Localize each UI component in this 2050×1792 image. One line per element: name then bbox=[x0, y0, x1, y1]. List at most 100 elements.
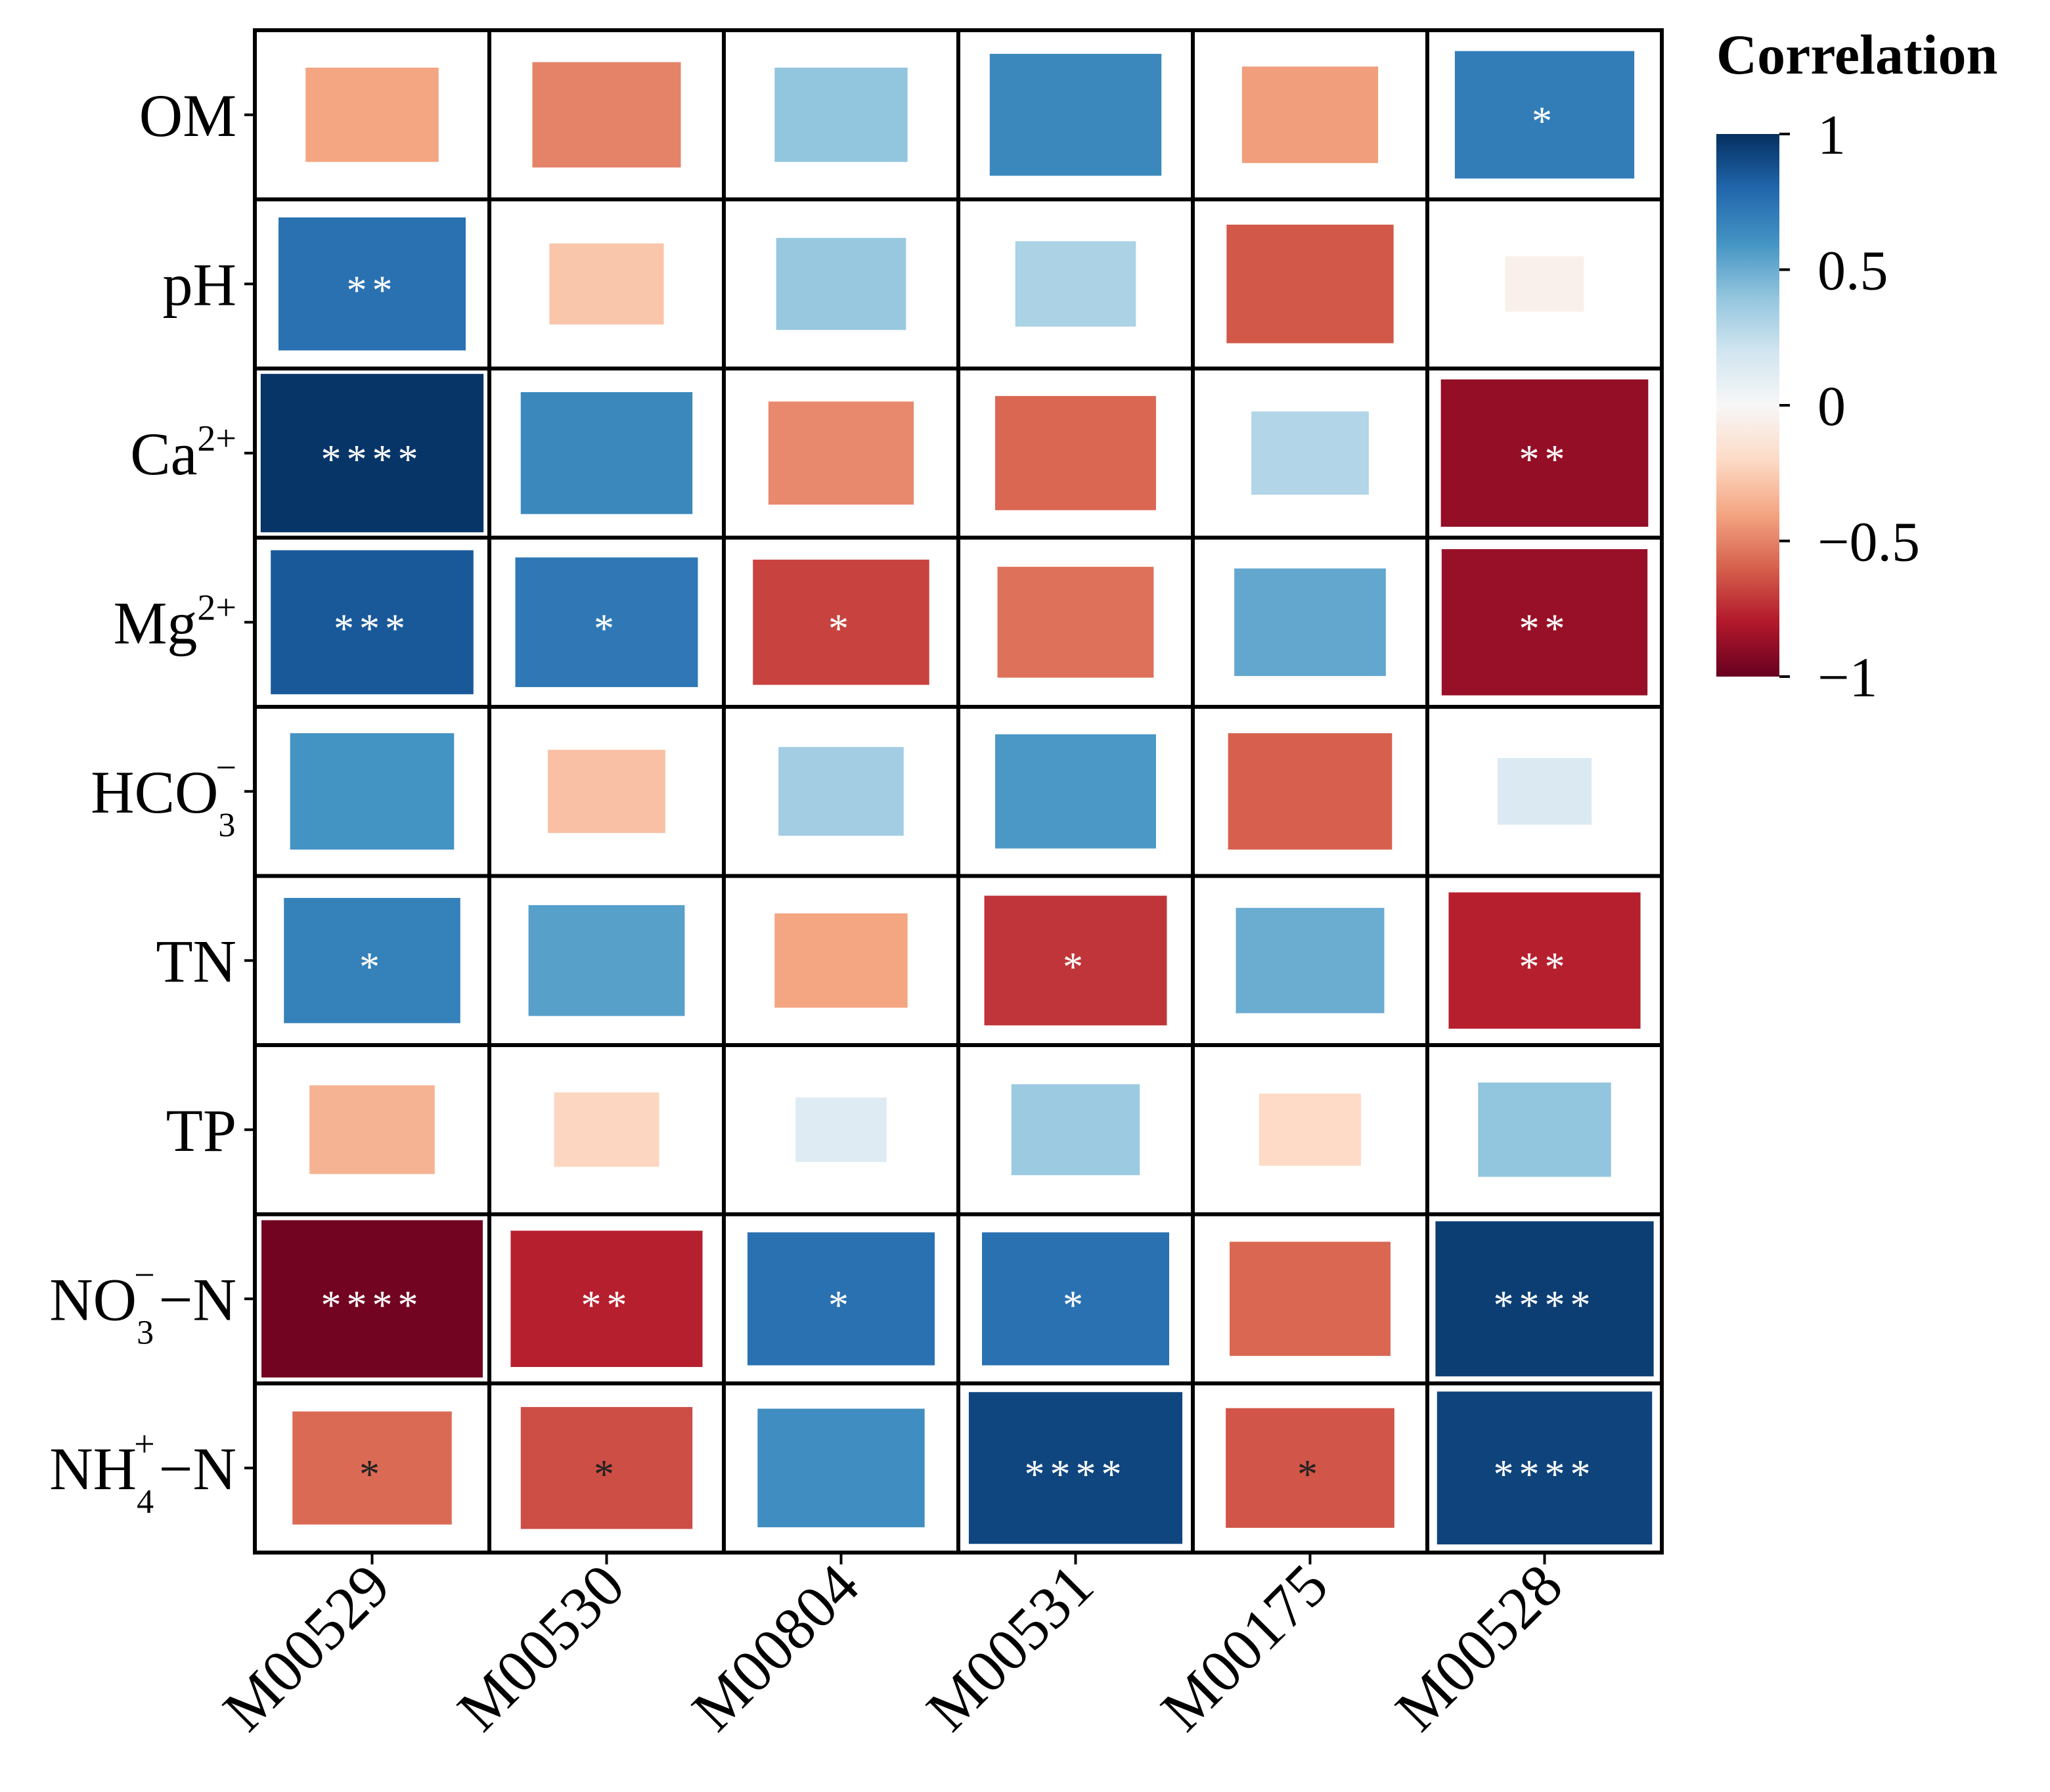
correlation-mark bbox=[1452, 49, 1637, 181]
significance-label: **** bbox=[321, 437, 424, 482]
heatmap-cell bbox=[253, 28, 491, 202]
correlation-mark bbox=[1495, 756, 1594, 827]
significance-label: * bbox=[1297, 1452, 1323, 1497]
heatmap-cell bbox=[1191, 367, 1429, 540]
significance-label: *** bbox=[334, 606, 411, 651]
significance-label: * bbox=[1532, 99, 1557, 144]
correlation-mark bbox=[518, 390, 695, 516]
significance-label: * bbox=[594, 606, 619, 651]
colorbar-legend: Correlation 1 0.5 0 −0.5 −1 bbox=[1716, 23, 1997, 709]
correlation-mark bbox=[995, 564, 1156, 680]
row-label-sup: + bbox=[134, 1424, 155, 1465]
heatmap-cell: ** bbox=[253, 197, 491, 370]
correlation-mark bbox=[772, 911, 910, 1010]
row-label-sub: 4 bbox=[137, 1483, 154, 1521]
heatmap-cell: * bbox=[956, 874, 1195, 1047]
correlation-mark bbox=[258, 372, 486, 535]
correlation-mark bbox=[987, 51, 1164, 178]
colorbar-tick-label: 1 bbox=[1817, 103, 1846, 166]
heatmap-cell: * bbox=[487, 535, 726, 709]
heatmap-cell bbox=[487, 197, 726, 370]
heatmap-cell bbox=[487, 705, 726, 878]
column-label: M00529 bbox=[210, 1552, 403, 1744]
correlation-mark bbox=[288, 731, 457, 852]
heatmap-cell: * bbox=[253, 1381, 491, 1555]
correlation-mark bbox=[1476, 1080, 1613, 1179]
significance-label: * bbox=[594, 1452, 619, 1497]
heatmap-cell bbox=[722, 874, 960, 1047]
heatmap-cell bbox=[1191, 874, 1429, 1047]
heatmap-cell: * bbox=[722, 1212, 960, 1385]
heatmap-cell: ** bbox=[487, 1212, 726, 1385]
correlation-mark bbox=[1234, 906, 1387, 1016]
heatmap-cell bbox=[1191, 1043, 1429, 1217]
row-label: HCO3 − bbox=[91, 748, 236, 844]
row-label-sup: 2+ bbox=[197, 418, 236, 459]
significance-label: * bbox=[1063, 1283, 1088, 1328]
heatmap-cell bbox=[956, 705, 1195, 878]
significance-label: **** bbox=[1494, 1452, 1596, 1497]
correlation-mark bbox=[526, 903, 687, 1018]
heatmap-cell bbox=[722, 705, 960, 878]
correlation-mark bbox=[766, 399, 916, 507]
colorbar-tick-label: −0.5 bbox=[1817, 510, 1920, 573]
colorbar bbox=[1716, 134, 1779, 677]
row-label-base: TN bbox=[156, 928, 236, 995]
heatmap-cell: ** bbox=[1425, 367, 1664, 540]
column-label: M00804 bbox=[679, 1552, 872, 1744]
correlation-mark bbox=[508, 1228, 705, 1369]
row-label-base: HCO bbox=[91, 759, 218, 826]
heatmap-cell: * bbox=[956, 1212, 1195, 1385]
row-label: OM bbox=[139, 82, 236, 149]
significance-label: * bbox=[1063, 945, 1088, 989]
correlation-mark bbox=[772, 65, 910, 164]
row-label-sub: 3 bbox=[218, 807, 235, 844]
correlation-mark bbox=[552, 1090, 661, 1169]
correlation-mark bbox=[1224, 222, 1396, 346]
heatmap-cell: **** bbox=[1425, 1212, 1664, 1385]
heatmap-cell bbox=[956, 1043, 1195, 1217]
correlation-mark bbox=[774, 236, 908, 332]
row-label: TP bbox=[166, 1097, 236, 1164]
correlation-mark bbox=[1249, 409, 1371, 497]
correlation-mark bbox=[518, 1404, 695, 1531]
correlation-mark bbox=[290, 1409, 454, 1527]
correlation-mark bbox=[1228, 1240, 1393, 1358]
heatmap-cell: **** bbox=[253, 367, 491, 540]
correlation-mark bbox=[745, 1230, 937, 1368]
heatmap-cell bbox=[1425, 1043, 1664, 1217]
significance-label: * bbox=[828, 606, 854, 651]
heatmap-cell bbox=[487, 874, 726, 1047]
row-label-sup: − bbox=[215, 748, 236, 788]
heatmap-cell: *** bbox=[253, 535, 491, 709]
correlation-mark bbox=[530, 60, 683, 169]
correlation-mark bbox=[776, 745, 906, 838]
correlation-mark bbox=[966, 1390, 1185, 1546]
significance-label: **** bbox=[321, 1283, 424, 1328]
correlation-mark bbox=[276, 215, 468, 353]
heatmap-cell: **** bbox=[1425, 1381, 1664, 1555]
row-label: NO3 −−N bbox=[49, 1255, 236, 1351]
correlation-mark bbox=[1232, 566, 1388, 679]
heatmap-cell bbox=[253, 705, 491, 878]
correlation-mark bbox=[993, 732, 1158, 851]
heatmap-cell: **** bbox=[253, 1212, 491, 1385]
correlation-mark bbox=[1435, 1389, 1655, 1547]
correlation-mark bbox=[793, 1095, 889, 1164]
correlation-mark bbox=[282, 895, 462, 1025]
row-label-base: pH bbox=[163, 251, 236, 318]
correlation-mark bbox=[1439, 547, 1650, 698]
heatmap-cell bbox=[722, 1381, 960, 1555]
heatmap-grid: ******* ***** * * *** * ****** ** * * ***** * **** * *… bbox=[253, 28, 1664, 1555]
heatmap-cell bbox=[487, 1043, 726, 1217]
row-label-base: OM bbox=[139, 82, 236, 149]
heatmap-cell: * bbox=[1425, 28, 1664, 202]
heatmap-cell bbox=[1191, 28, 1429, 202]
correlation-mark bbox=[1438, 377, 1651, 529]
correlation-mark bbox=[979, 1230, 1172, 1368]
correlation-mark bbox=[1433, 1219, 1656, 1379]
significance-label: * bbox=[828, 1283, 854, 1328]
column-label: M00528 bbox=[1383, 1552, 1575, 1744]
